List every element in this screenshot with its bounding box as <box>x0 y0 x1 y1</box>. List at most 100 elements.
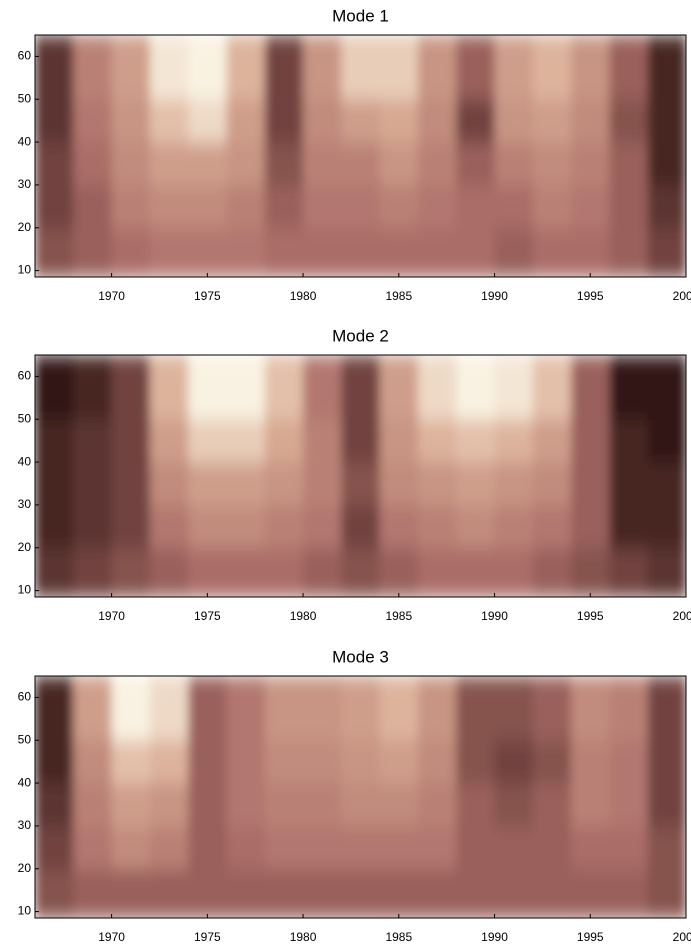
heatmap-cell <box>609 676 649 741</box>
heatmap-cell <box>532 227 572 277</box>
x-tick-label: 1985 <box>385 289 412 303</box>
heatmap-cell <box>417 547 457 597</box>
panel-title: Mode 2 <box>332 326 389 345</box>
y-tick-label: 60 <box>18 369 32 383</box>
heatmap-cell <box>188 99 227 143</box>
plot-frame <box>34 34 687 278</box>
heatmap-cell <box>264 227 304 277</box>
heatmap-cell <box>571 355 610 420</box>
heatmap-cell <box>341 547 381 597</box>
heatmap-cell <box>494 419 534 463</box>
heatmap-cell <box>264 868 304 918</box>
heatmap-cell <box>35 462 74 506</box>
heatmap-cell <box>379 35 419 100</box>
heatmap-cell <box>226 868 266 918</box>
heatmap-cell <box>609 868 649 918</box>
heatmap-cell <box>456 504 496 549</box>
heatmap-cell <box>494 142 534 186</box>
y-tick-label: 40 <box>18 454 32 468</box>
heatmap-cell <box>494 35 534 100</box>
x-tick-label: 1995 <box>577 930 604 944</box>
heatmap-cell <box>532 504 572 549</box>
heatmap-cell <box>188 355 227 420</box>
heatmap-cell <box>73 142 113 186</box>
heatmap-cell <box>379 142 419 186</box>
heatmap-cell <box>456 740 496 784</box>
heatmap-cell <box>379 676 419 741</box>
heatmap-cell <box>571 184 610 229</box>
heatmap-cell <box>35 868 74 918</box>
heatmap-cell <box>532 783 572 827</box>
heatmap-cell <box>111 740 151 784</box>
heatmap-cell <box>226 227 266 277</box>
heatmap-cell <box>571 419 610 463</box>
heatmap-cell <box>303 504 342 549</box>
heatmap-cell <box>647 184 686 229</box>
heatmap-cell <box>226 142 266 186</box>
heatmap-cell <box>379 419 419 463</box>
heatmap-cell <box>73 227 113 277</box>
heatmap-cell <box>647 355 686 420</box>
heatmap-cell <box>73 504 113 549</box>
heatmap-cell <box>609 504 649 549</box>
heatmap-cell <box>149 355 189 420</box>
heatmap-cell <box>609 783 649 827</box>
heatmap-cell <box>417 142 457 186</box>
y-tick-label: 40 <box>18 775 32 789</box>
heatmap-area <box>35 355 686 597</box>
y-tick-label: 30 <box>18 818 32 832</box>
heatmap-cell <box>303 825 342 870</box>
heatmap-cell <box>379 227 419 277</box>
heatmap-cell <box>226 547 266 597</box>
heatmap-cell <box>379 504 419 549</box>
heatmap-cell <box>73 547 113 597</box>
heatmap-cell <box>379 825 419 870</box>
heatmap-cell <box>264 676 304 741</box>
heatmap-cell <box>609 355 649 420</box>
heatmap-cell <box>456 462 496 506</box>
heatmap-cell <box>149 676 189 741</box>
x-tick-label: 1970 <box>98 289 125 303</box>
x-tick-label: 1990 <box>481 609 508 623</box>
heatmap-cell <box>417 35 457 100</box>
y-tick-label: 40 <box>18 134 32 148</box>
heatmap-cell <box>226 783 266 827</box>
heatmap-cell <box>264 504 304 549</box>
heatmap-cell <box>456 547 496 597</box>
heatmap-cell <box>341 504 381 549</box>
heatmap-cell <box>532 184 572 229</box>
heatmap-cell <box>456 355 496 420</box>
x-tick-label: 1975 <box>194 289 221 303</box>
heatmap-cell <box>264 462 304 506</box>
heatmap-cell <box>456 783 496 827</box>
plot-frame <box>34 675 687 919</box>
heatmap-cell <box>494 504 534 549</box>
heatmap-cell <box>609 825 649 870</box>
heatmap-cell <box>264 355 304 420</box>
heatmap-cell <box>341 227 381 277</box>
heatmap-cell <box>188 825 227 870</box>
heatmap-cell <box>303 99 342 143</box>
heatmap-cells <box>35 676 686 918</box>
y-tick-label: 20 <box>18 861 32 875</box>
heatmap-cell <box>188 184 227 229</box>
heatmap-cell <box>456 227 496 277</box>
heatmap-cell <box>73 419 113 463</box>
heatmap-cell <box>226 419 266 463</box>
heatmap-cell <box>188 142 227 186</box>
heatmap-area <box>35 676 686 918</box>
y-tick-label: 50 <box>18 91 32 105</box>
heatmap-cell <box>111 868 151 918</box>
y-tick-label: 60 <box>18 49 32 63</box>
x-tick-label: 1980 <box>290 289 317 303</box>
heatmap-cell <box>571 227 610 277</box>
heatmap-cell <box>149 419 189 463</box>
heatmap-cell <box>341 676 381 741</box>
heatmap-cell <box>494 676 534 741</box>
heatmap-cell <box>73 868 113 918</box>
heatmap-cell <box>264 740 304 784</box>
heatmap-cell <box>73 462 113 506</box>
heatmap-cell <box>341 462 381 506</box>
heatmap-cell <box>647 462 686 506</box>
heatmap-cell <box>532 547 572 597</box>
